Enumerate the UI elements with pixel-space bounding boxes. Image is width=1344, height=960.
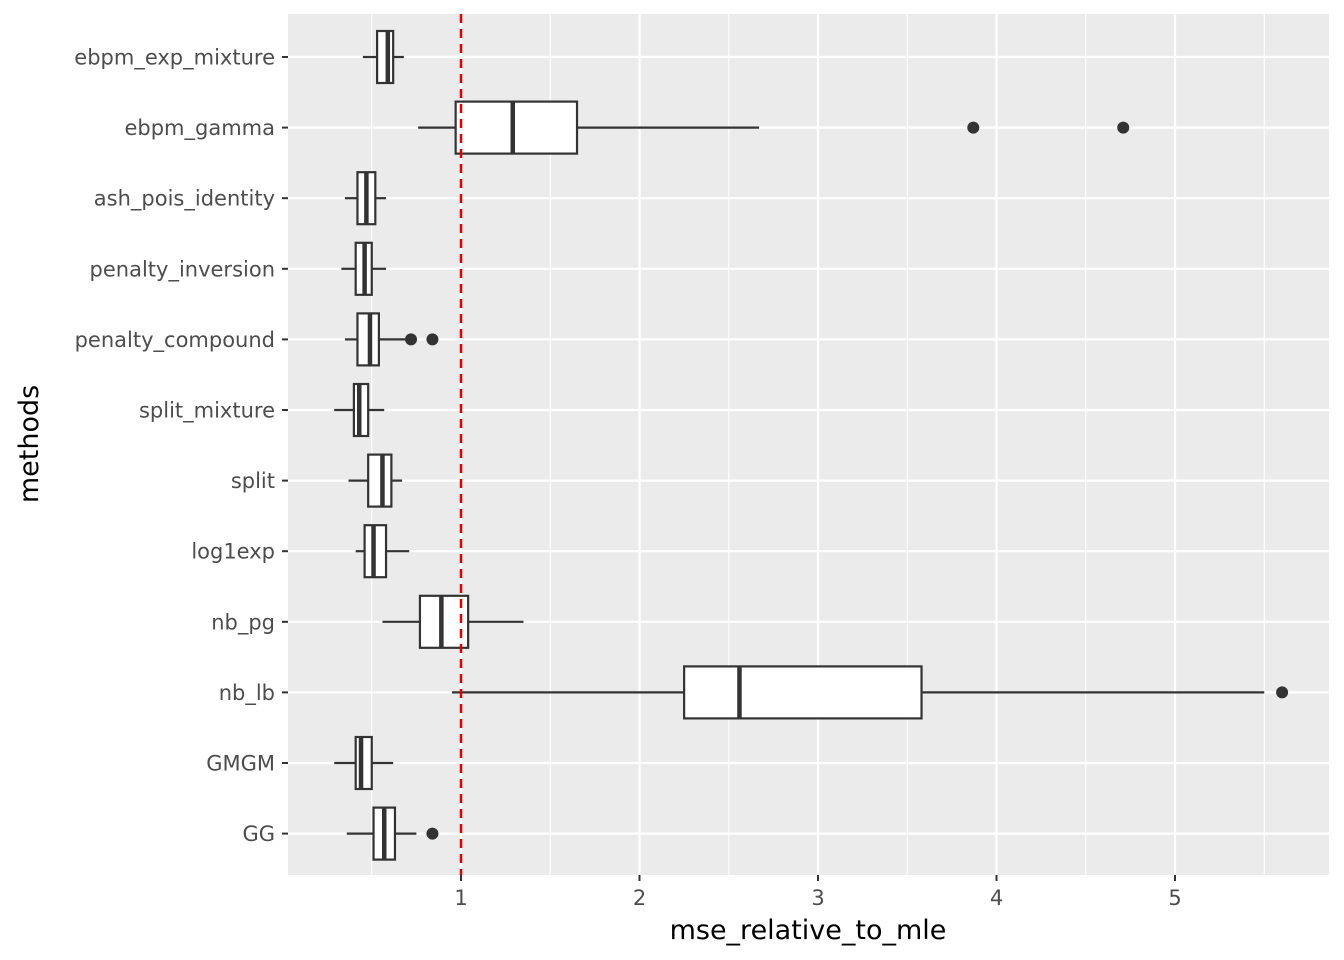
y-axis-ticks: ebpm_exp_mixture ebpm_gamma ash_pois_ident… [74,46,288,846]
outlier-point [1117,121,1130,134]
box-ebpm_gamma [418,100,1130,155]
outlier-point [426,827,439,840]
box-split [348,453,403,508]
x-axis-ticks: 1 2 3 4 5 [454,875,1182,910]
box-GMGM [334,735,394,791]
x-tick-label: 4 [990,886,1003,910]
minor-gridlines [371,14,1265,875]
box-ebpm_exp_mixture [362,29,404,85]
y-tick-label: ash_pois_identity [94,187,275,212]
y-tick-label: penalty_inversion [90,257,275,282]
box-GG [346,806,439,861]
box-iqr [354,735,373,791]
y-axis-title: methods [14,385,45,503]
outlier-point [426,333,439,346]
y-tick-label: split_mixture [139,399,275,424]
y-tick-label: penalty_compound [75,328,275,353]
panel-background [288,14,1329,875]
box-iqr [376,29,395,85]
x-tick-label: 1 [454,886,467,910]
outlier-point [1276,686,1289,699]
box-penalty_inversion [341,241,387,296]
box-log1exp [355,524,410,579]
box-iqr [454,100,579,155]
y-tick-label: ebpm_gamma [124,116,275,141]
box-split_mixture [334,382,385,438]
box-iqr [367,453,393,508]
x-tick-label: 5 [1168,886,1181,910]
y-tick-label: log1exp [191,540,275,564]
y-tick-label: GMGM [206,752,275,776]
box-penalty_compound [344,312,439,367]
box-ash_pois_identity [344,171,387,226]
y-tick-label: ebpm_exp_mixture [74,46,275,71]
y-tick-label: GG [242,822,275,846]
x-tick-label: 3 [811,886,824,910]
major-gridlines [288,14,1329,875]
box-iqr [683,665,923,720]
x-tick-label: 2 [633,886,646,910]
y-tick-label: split [231,469,275,493]
outlier-point [967,121,980,134]
y-tick-label: nb_pg [211,610,275,635]
y-tick-label: nb_lb [219,681,275,706]
x-axis-title: mse_relative_to_mle [670,915,947,946]
box-nb_lb [452,665,1289,720]
outlier-point [405,333,418,346]
